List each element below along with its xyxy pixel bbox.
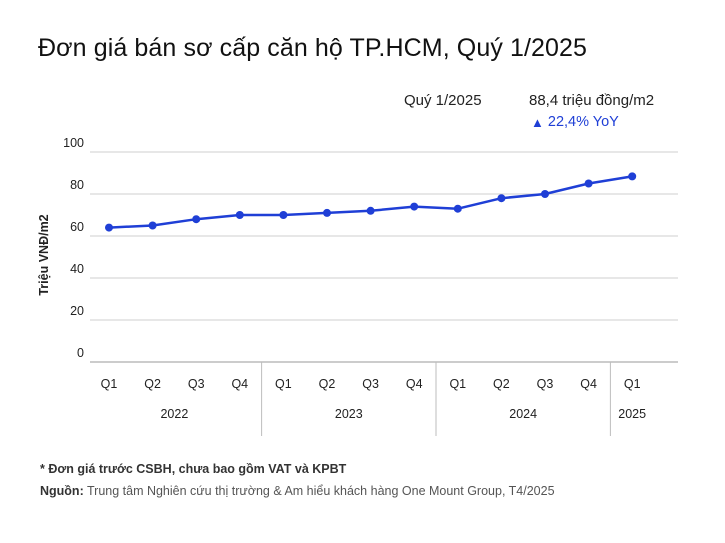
highlight-change: ▲ 22,4% YoY <box>531 114 619 130</box>
highlight-value: 88,4 triệu đồng/m2 <box>529 92 655 109</box>
x-group-label: 2022 <box>160 407 188 421</box>
y-tick-label: 0 <box>77 346 84 360</box>
x-tick-label: Q4 <box>580 377 597 391</box>
data-point <box>453 204 462 213</box>
footnote: * Đơn giá trước CSBH, chưa bao gồm VAT v… <box>40 462 347 476</box>
data-point <box>584 179 593 188</box>
data-point <box>235 211 244 219</box>
data-point <box>366 206 375 215</box>
data-point <box>497 194 506 203</box>
x-tick-label: Q3 <box>537 377 554 391</box>
x-tick-label: Q2 <box>319 377 336 391</box>
series-line <box>108 175 633 229</box>
x-tick-label: Q1 <box>449 377 466 391</box>
data-point <box>323 208 331 217</box>
y-tick-label: 20 <box>70 304 84 318</box>
x-group-label: 2023 <box>335 407 363 421</box>
y-tick-label: 80 <box>70 178 84 192</box>
source-label: Nguồn: <box>40 484 84 498</box>
x-tick-label: Q3 <box>362 377 379 391</box>
data-point <box>105 223 113 232</box>
chart-title: Đơn giá bán sơ cấp căn hộ TP.HCM, Quý 1/… <box>38 34 588 62</box>
x-tick-label: Q1 <box>101 377 118 391</box>
data-point <box>628 172 637 181</box>
x-group-label: 2025 <box>618 407 646 421</box>
data-point <box>279 211 288 219</box>
triangle-up-icon: ▲ <box>531 114 544 130</box>
y-tick-label: 60 <box>70 220 84 234</box>
data-point <box>192 215 201 224</box>
x-group-label: 2024 <box>509 407 537 421</box>
y-tick-label: 100 <box>63 136 84 150</box>
data-point <box>410 202 419 211</box>
x-tick-label: Q1 <box>624 377 641 391</box>
line-chart: 0 20 40 60 80 100 Q1 Q2 Q3 Q4 Q1 Q2 Q3 Q4 Q1 Q2 Q3 Q4 Q1 20… <box>63 136 678 436</box>
x-tick-label: Q1 <box>275 377 292 391</box>
x-tick-label: Q3 <box>188 377 205 391</box>
x-tick-label: Q4 <box>231 377 248 391</box>
highlight-change-text: 22,4% YoY <box>547 114 619 130</box>
x-tick-label: Q2 <box>144 377 161 391</box>
data-point <box>148 221 157 230</box>
y-tick-label: 40 <box>70 262 84 276</box>
data-point <box>541 190 549 198</box>
source-text: Trung tâm Nghiên cứu thị trường & Am hiể… <box>83 484 555 498</box>
source-note: Nguồn: Trung tâm Nghiên cứu thị trường &… <box>40 484 555 498</box>
x-tick-label: Q2 <box>493 377 510 391</box>
x-tick-label: Q4 <box>406 377 423 391</box>
highlight-period: Quý 1/2025 <box>404 92 482 109</box>
